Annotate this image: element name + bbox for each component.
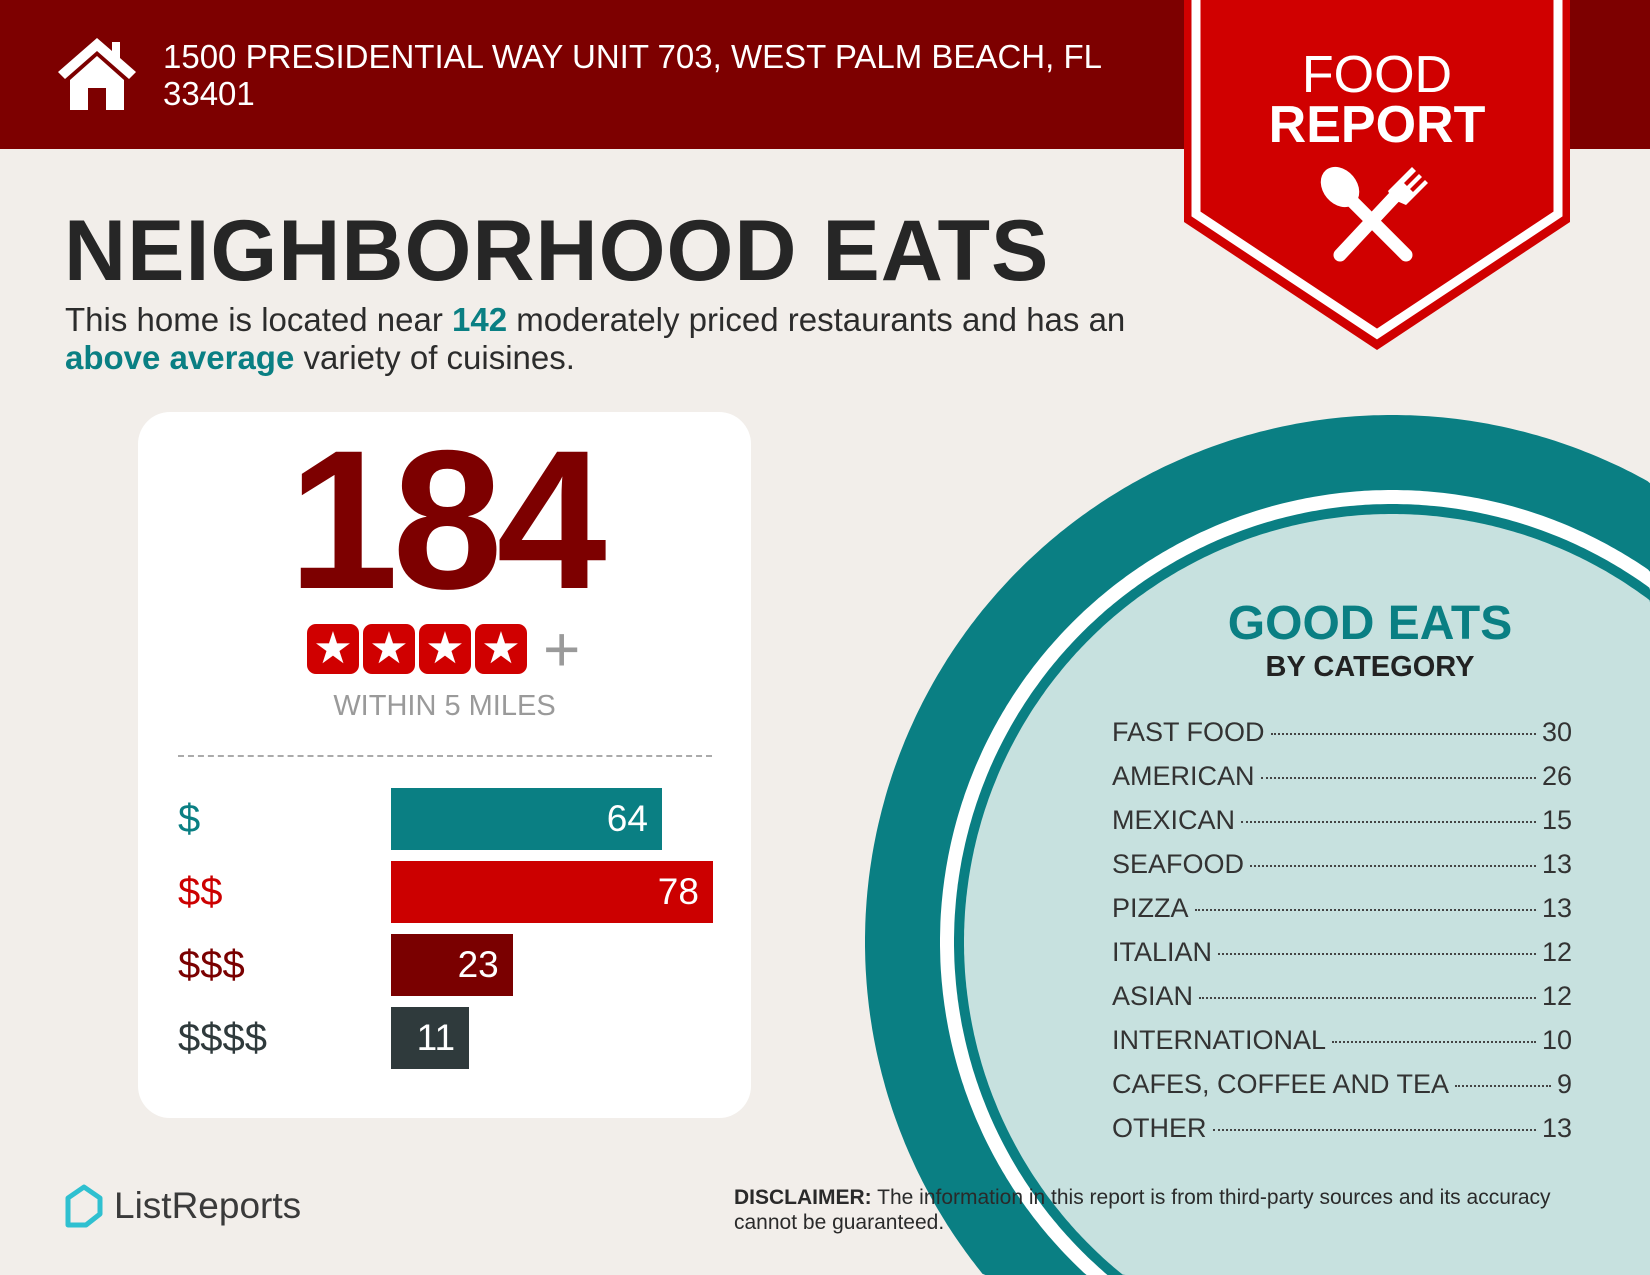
radius-label: WITHIN 5 MILES [333,690,556,722]
dot-leader [1241,821,1536,823]
star-icon: ★ [307,624,359,674]
category-row: PIZZA 13 [1112,886,1572,930]
category-name: ITALIAN [1112,937,1213,967]
category-row: FAST FOOD 30 [1112,710,1572,754]
total-restaurants: 184 [288,409,606,630]
price-tier-label: $$$ [178,943,245,987]
disclaimer: DISCLAIMER: The information in this repo… [734,1185,1614,1235]
category-row: ASIAN 12 [1112,974,1572,1018]
badge-title: FOOD REPORT [1184,46,1570,154]
star-icon: ★ [475,624,527,674]
dot-leader [1270,733,1536,735]
variety-rating: above average [65,339,295,376]
star-icon: ★ [419,624,471,674]
category-count: 15 [1541,805,1572,835]
category-row: AMERICAN 26 [1112,754,1572,798]
category-name: SEAFOOD [1112,849,1245,879]
plus-sign: + [543,613,581,685]
category-row: MEXICAN 15 [1112,798,1572,842]
price-tier-bar: 11 [391,1007,470,1069]
category-count: 9 [1556,1069,1572,1099]
category-row: CAFES, COFFEE AND TEA 9 [1112,1062,1572,1106]
dot-leader [1199,997,1536,999]
category-count: 12 [1541,937,1572,967]
category-title: GOOD EATS [1227,597,1513,650]
property-address: 1500 PRESIDENTIAL WAY UNIT 703, WEST PAL… [163,38,1101,112]
category-subtitle: BY CATEGORY [1265,651,1475,683]
category-name: CAFES, COFFEE AND TEA [1112,1069,1450,1099]
star-icon: ★ [363,624,415,674]
category-name: FAST FOOD [1112,717,1265,747]
summary-card [138,412,751,1118]
dot-leader [1260,777,1536,779]
category-name: MEXICAN [1112,805,1236,835]
category-row: ITALIAN 12 [1112,930,1572,974]
category-row: SEAFOOD 13 [1112,842,1572,886]
category-row: OTHER 13 [1112,1106,1572,1150]
category-count: 13 [1541,893,1572,923]
category-name: PIZZA [1112,893,1189,923]
category-count: 12 [1541,981,1572,1011]
dot-leader [1455,1085,1551,1087]
logo-text: ListReports [114,1185,302,1226]
category-count: 13 [1541,1113,1572,1143]
summary-sentence: This home is located near 142 moderately… [65,301,1185,377]
inner-disc [964,514,1650,1275]
house-icon [58,38,136,110]
dot-leader [1218,953,1536,955]
subtitle-text: This home is located near [65,301,453,338]
category-heading: GOOD EATS BY CATEGORY [1100,598,1640,684]
badge-line-report: REPORT [1268,96,1486,154]
subtitle-text: variety of cuisines. [294,339,575,376]
category-name: INTERNATIONAL [1112,1025,1327,1055]
price-tier-bar: 78 [391,861,713,923]
category-row: INTERNATIONAL 10 [1112,1018,1572,1062]
food-report-badge [1184,0,1570,350]
disclaimer-text: The information in this report is from t… [734,1186,1551,1234]
category-name: OTHER [1112,1113,1207,1143]
subtitle-text: moderately priced restaurants and has an [507,301,1126,338]
page-title: NEIGHBORHOOD EATS [64,203,1050,299]
price-tier-label: $$ [178,870,223,914]
price-tier-label: $ [178,797,201,841]
price-tier-bar: 23 [391,934,513,996]
category-count: 26 [1541,761,1572,791]
dot-leader [1194,909,1536,911]
dot-leader [1332,1041,1536,1043]
dot-leader [1212,1129,1536,1131]
spoon-fork-icon [1320,166,1428,262]
dashed-divider [178,755,712,757]
price-tier-label: $$$$ [178,1016,267,1060]
moderate-restaurant-count: 142 [452,301,508,338]
listreports-logo: ListReports [64,1184,301,1228]
category-name: ASIAN [1112,981,1194,1011]
category-count: 13 [1541,849,1572,879]
listreports-logo-icon [65,1184,103,1228]
category-count: 30 [1541,717,1572,747]
dot-leader [1250,865,1536,867]
disclaimer-label: DISCLAIMER: [734,1186,872,1209]
category-name: AMERICAN [1112,761,1255,791]
star-rating: ★ ★ ★ ★ + [307,613,581,685]
price-tier-bar: 64 [391,788,662,850]
badge-line-food: FOOD [1301,46,1453,104]
category-count: 10 [1541,1025,1572,1055]
